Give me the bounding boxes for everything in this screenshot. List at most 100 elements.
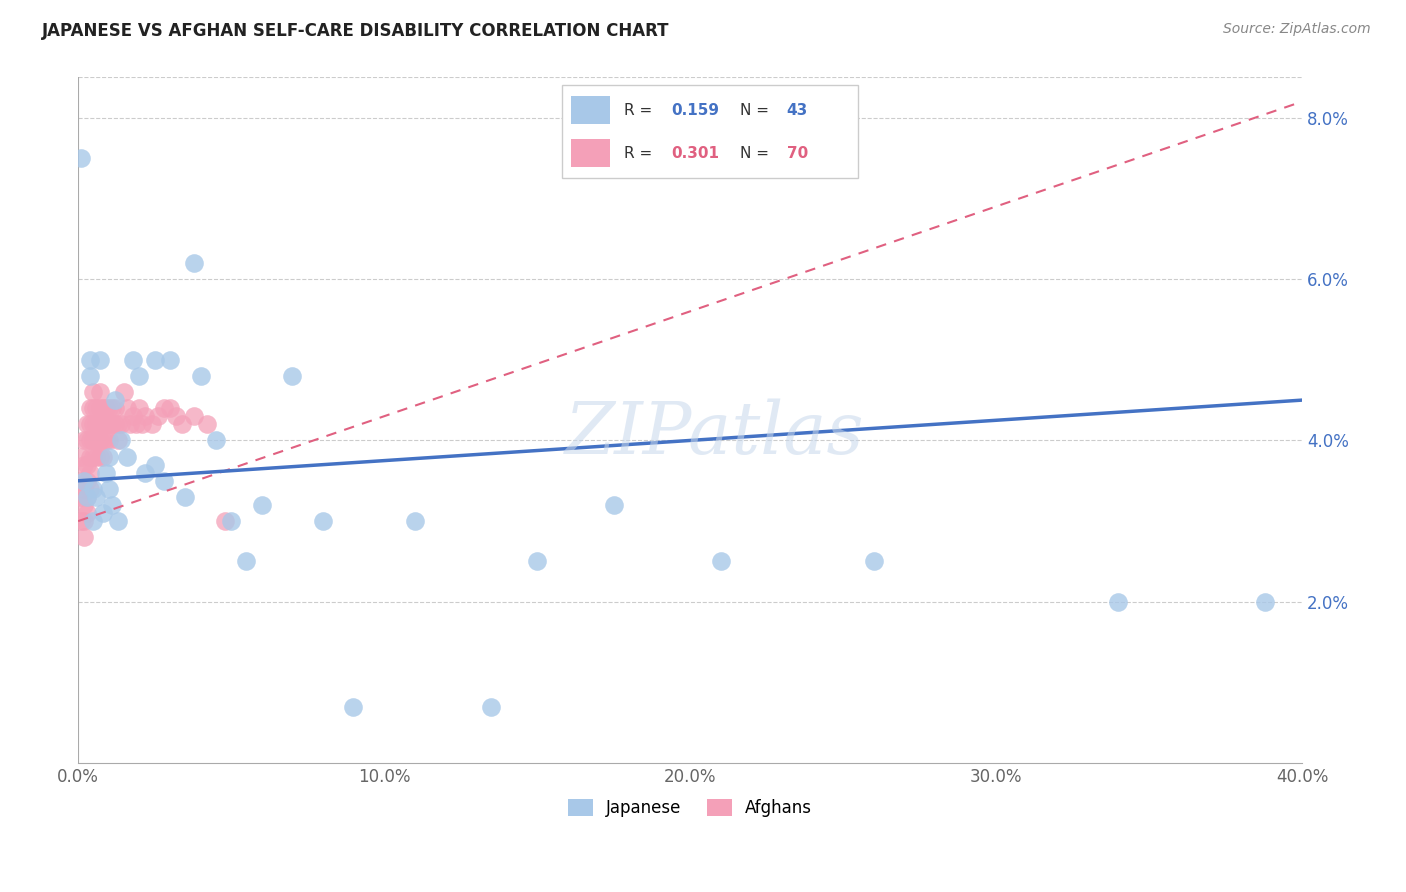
Point — [479, 699, 502, 714]
Point — [143, 352, 166, 367]
Point — [86, 401, 108, 416]
Point — [97, 450, 120, 464]
Point — [120, 417, 142, 432]
Point — [342, 699, 364, 714]
Point — [862, 554, 884, 568]
Point — [122, 352, 145, 367]
Point — [70, 450, 93, 464]
Point — [183, 256, 205, 270]
Point — [146, 409, 169, 424]
Point — [204, 434, 226, 448]
Text: Source: ZipAtlas.com: Source: ZipAtlas.com — [1223, 22, 1371, 37]
Point — [404, 514, 426, 528]
Point — [79, 352, 101, 367]
Point — [73, 482, 96, 496]
Point — [107, 434, 129, 448]
Point — [86, 434, 108, 448]
Point — [1107, 595, 1129, 609]
Point — [165, 409, 187, 424]
Point — [141, 417, 163, 432]
Text: 0.159: 0.159 — [672, 103, 720, 118]
Point — [281, 368, 304, 383]
Point — [91, 506, 114, 520]
Text: JAPANESE VS AFGHAN SELF-CARE DISABILITY CORRELATION CHART: JAPANESE VS AFGHAN SELF-CARE DISABILITY … — [42, 22, 669, 40]
Point — [76, 490, 98, 504]
Point — [159, 352, 181, 367]
Point — [91, 417, 114, 432]
Text: N =: N = — [740, 145, 773, 161]
Point — [152, 474, 174, 488]
Point — [70, 490, 93, 504]
Point — [104, 401, 127, 416]
Point — [710, 554, 733, 568]
Point — [312, 514, 335, 528]
Point — [104, 393, 127, 408]
Point — [79, 401, 101, 416]
Point — [73, 458, 96, 472]
Point — [82, 514, 104, 528]
Point — [104, 417, 127, 432]
Point — [79, 466, 101, 480]
Point — [110, 417, 132, 432]
Point — [82, 417, 104, 432]
Text: 43: 43 — [787, 103, 808, 118]
Point — [97, 482, 120, 496]
Point — [94, 466, 117, 480]
Point — [97, 401, 120, 416]
Point — [107, 417, 129, 432]
Point — [82, 482, 104, 496]
Point — [134, 409, 156, 424]
Legend: Japanese, Afghans: Japanese, Afghans — [561, 792, 818, 823]
Point — [131, 417, 153, 432]
Point — [125, 417, 148, 432]
Point — [76, 474, 98, 488]
Point — [82, 450, 104, 464]
Point — [73, 514, 96, 528]
Point — [122, 409, 145, 424]
Point — [86, 450, 108, 464]
Point — [89, 385, 111, 400]
Point — [183, 409, 205, 424]
Point — [89, 401, 111, 416]
Point — [250, 498, 273, 512]
Point — [73, 434, 96, 448]
Point — [79, 434, 101, 448]
Bar — [571, 96, 610, 124]
Point — [235, 554, 257, 568]
Point — [100, 401, 122, 416]
Point — [115, 401, 138, 416]
Point — [172, 417, 194, 432]
Point — [79, 482, 101, 496]
Point — [76, 506, 98, 520]
Text: 70: 70 — [787, 145, 808, 161]
Point — [143, 458, 166, 472]
Point — [107, 514, 129, 528]
Point — [89, 352, 111, 367]
Point — [214, 514, 236, 528]
Point — [70, 474, 93, 488]
Point — [89, 450, 111, 464]
Text: R =: R = — [624, 103, 658, 118]
Point — [1254, 595, 1277, 609]
Point — [76, 490, 98, 504]
Text: R =: R = — [624, 145, 658, 161]
Point — [195, 417, 218, 432]
Point — [70, 151, 93, 165]
Text: ZIPatlas: ZIPatlas — [565, 399, 865, 469]
Point — [91, 401, 114, 416]
Point — [112, 385, 135, 400]
Point — [76, 434, 98, 448]
Point — [94, 417, 117, 432]
Point — [76, 417, 98, 432]
Point — [79, 368, 101, 383]
Point — [86, 417, 108, 432]
Point — [97, 417, 120, 432]
Point — [602, 498, 624, 512]
Point — [82, 385, 104, 400]
FancyBboxPatch shape — [562, 85, 858, 178]
Point — [89, 434, 111, 448]
Point — [159, 401, 181, 416]
Point — [219, 514, 242, 528]
Point — [91, 450, 114, 464]
Point — [134, 466, 156, 480]
